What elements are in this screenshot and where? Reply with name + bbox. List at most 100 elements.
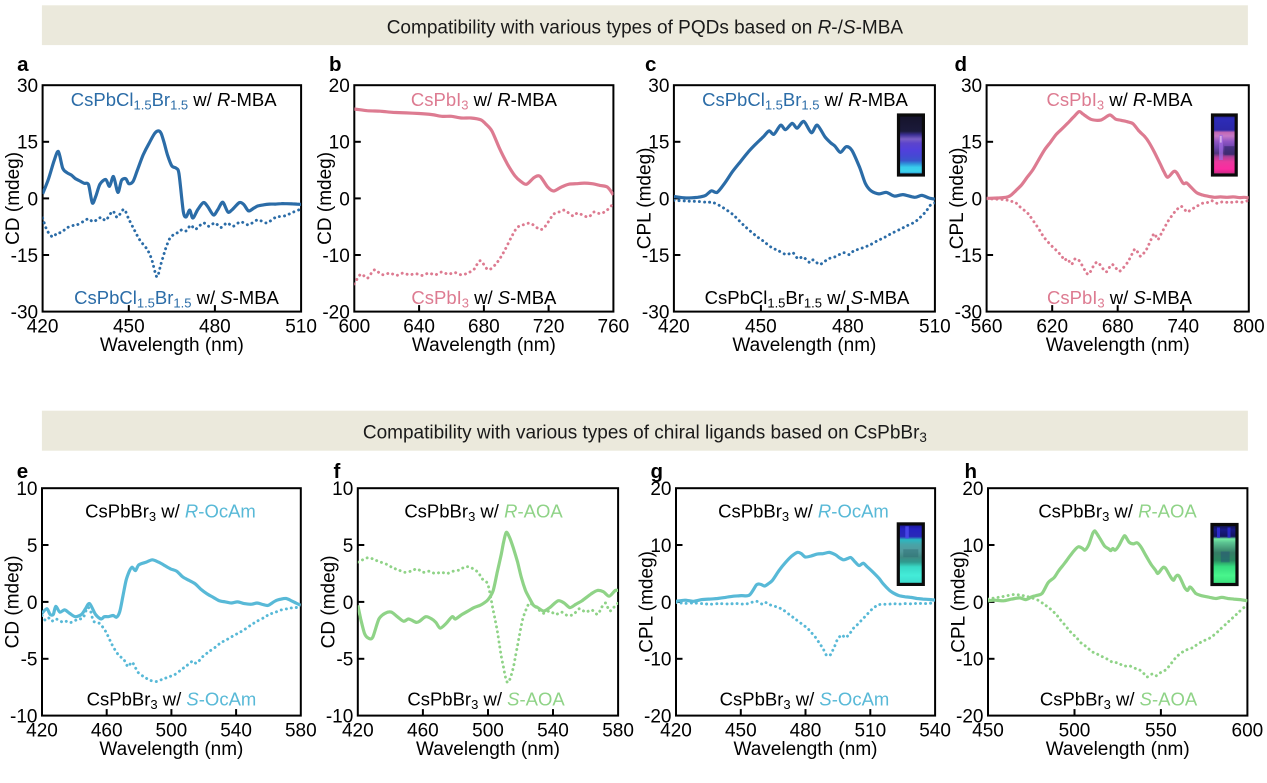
svg-text:20: 20 (962, 479, 983, 500)
svg-text:-30: -30 (642, 303, 669, 324)
svg-text:CsPbI3​ w/ S-MBA: CsPbI3​ w/ S-MBA (1047, 287, 1193, 311)
svg-text:-15: -15 (642, 246, 669, 267)
svg-text:480: 480 (199, 317, 231, 338)
svg-text:510: 510 (285, 317, 317, 338)
svg-text:720: 720 (533, 317, 565, 338)
svg-text:CsPbCl1.5​Br1.5​ w/ R-MBA: CsPbCl1.5​Br1.5​ w/ R-MBA (71, 89, 277, 113)
svg-text:20: 20 (650, 479, 671, 500)
svg-text:500: 500 (472, 721, 504, 742)
svg-text:-30: -30 (955, 303, 982, 324)
svg-text:d: d (955, 53, 968, 76)
svg-text:c: c (645, 53, 656, 76)
svg-text:CsPbCl1.5​Br1.5​ w/ R-MBA: CsPbCl1.5​Br1.5​ w/ R-MBA (702, 89, 908, 113)
svg-text:-15: -15 (11, 246, 38, 267)
svg-text:540: 540 (919, 721, 951, 742)
svg-text:Compatibility with various typ: Compatibility with various types of chir… (363, 422, 927, 445)
svg-text:Wavelength (nm): Wavelength (nm) (99, 739, 243, 760)
svg-text:5: 5 (343, 536, 354, 557)
svg-text:f: f (334, 460, 341, 483)
svg-text:450: 450 (745, 317, 777, 338)
svg-text:10: 10 (329, 133, 350, 154)
svg-text:420: 420 (26, 721, 58, 742)
svg-text:h: h (965, 460, 978, 483)
svg-text:CD (mdeg): CD (mdeg) (318, 555, 339, 648)
svg-text:CsPbBr3​ w/ S-AOA: CsPbBr3​ w/ S-AOA (407, 689, 565, 713)
svg-text:10: 10 (332, 479, 353, 500)
svg-text:0: 0 (28, 189, 39, 210)
svg-text:CsPbBr3​ w/ S-OcAm: CsPbBr3​ w/ S-OcAm (87, 689, 257, 713)
svg-text:760: 760 (598, 317, 630, 338)
svg-text:540: 540 (220, 721, 252, 742)
svg-text:640: 640 (403, 317, 435, 338)
svg-text:510: 510 (854, 721, 886, 742)
svg-text:620: 620 (1036, 317, 1068, 338)
svg-text:580: 580 (285, 721, 317, 742)
svg-text:20: 20 (329, 76, 350, 97)
svg-text:15: 15 (648, 133, 669, 154)
svg-text:-10: -10 (956, 650, 983, 671)
svg-text:CPL (mdeg): CPL (mdeg) (947, 148, 968, 250)
svg-text:-20: -20 (956, 707, 983, 728)
svg-text:CD (mdeg): CD (mdeg) (3, 555, 24, 648)
svg-text:460: 460 (407, 721, 439, 742)
svg-text:Wavelength (nm): Wavelength (nm) (1046, 335, 1190, 356)
svg-text:-30: -30 (11, 303, 38, 324)
svg-text:Wavelength (nm): Wavelength (nm) (412, 335, 556, 356)
svg-text:CsPbBr3​ w/ R-AOA: CsPbBr3​ w/ R-AOA (1038, 501, 1197, 525)
svg-text:30: 30 (17, 76, 38, 97)
svg-text:450: 450 (725, 721, 757, 742)
svg-text:800: 800 (1233, 317, 1265, 338)
svg-text:-10: -10 (10, 707, 37, 728)
svg-text:CsPbI3​ w/ S-MBA: CsPbI3​ w/ S-MBA (411, 287, 557, 311)
svg-text:450: 450 (972, 721, 1004, 742)
svg-text:Wavelength (nm): Wavelength (nm) (416, 739, 560, 760)
svg-text:480: 480 (832, 317, 864, 338)
svg-text:0: 0 (27, 593, 38, 614)
svg-text:CsPbCl1.5​Br1.5​ w/ S-MBA: CsPbCl1.5​Br1.5​ w/ S-MBA (705, 287, 910, 311)
svg-text:-5: -5 (21, 650, 38, 671)
svg-text:30: 30 (648, 76, 669, 97)
svg-text:460: 460 (91, 721, 123, 742)
svg-text:560: 560 (971, 317, 1003, 338)
svg-text:e: e (17, 460, 28, 483)
svg-text:-20: -20 (322, 303, 349, 324)
svg-text:10: 10 (650, 536, 671, 557)
svg-text:-5: -5 (336, 650, 353, 671)
svg-text:CsPbCl1.5​Br1.5​ w/ S-MBA: CsPbCl1.5​Br1.5​ w/ S-MBA (74, 287, 279, 311)
svg-text:500: 500 (156, 721, 188, 742)
svg-text:Wavelength (nm): Wavelength (nm) (732, 335, 876, 356)
svg-text:CPL (mdeg): CPL (mdeg) (949, 551, 970, 653)
svg-text:15: 15 (961, 133, 982, 154)
svg-text:-15: -15 (955, 246, 982, 267)
svg-text:680: 680 (468, 317, 500, 338)
svg-text:0: 0 (659, 189, 670, 210)
svg-text:15: 15 (17, 133, 38, 154)
svg-text:-20: -20 (644, 707, 671, 728)
svg-text:0: 0 (343, 593, 354, 614)
svg-text:CD (mdeg): CD (mdeg) (315, 152, 336, 245)
svg-text:CsPbBr3​ w/ S-AOA: CsPbBr3​ w/ S-AOA (1040, 689, 1198, 713)
svg-text:Wavelength (nm): Wavelength (nm) (1046, 739, 1190, 760)
svg-text:CsPbI3​ w/ R-MBA: CsPbI3​ w/ R-MBA (411, 89, 558, 113)
svg-text:580: 580 (602, 721, 634, 742)
svg-text:680: 680 (1102, 317, 1134, 338)
svg-text:CPL (mdeg): CPL (mdeg) (634, 148, 655, 250)
svg-text:450: 450 (113, 317, 145, 338)
svg-text:-10: -10 (322, 246, 349, 267)
svg-text:420: 420 (27, 317, 59, 338)
svg-text:CPL (mdeg): CPL (mdeg) (637, 551, 658, 653)
svg-text:g: g (651, 460, 664, 483)
svg-text:0: 0 (661, 593, 672, 614)
svg-text:500: 500 (1059, 721, 1091, 742)
svg-text:5: 5 (27, 536, 38, 557)
svg-text:550: 550 (1145, 721, 1177, 742)
svg-text:420: 420 (342, 721, 374, 742)
svg-text:0: 0 (972, 189, 983, 210)
svg-text:480: 480 (790, 721, 822, 742)
svg-text:0: 0 (973, 593, 984, 614)
svg-text:Wavelength (nm): Wavelength (nm) (100, 335, 244, 356)
svg-text:740: 740 (1167, 317, 1199, 338)
svg-text:420: 420 (658, 317, 690, 338)
svg-text:CsPbBr3​ w/ R-AOA: CsPbBr3​ w/ R-AOA (404, 501, 563, 525)
svg-text:CsPbBr3​ w/ R-OcAm: CsPbBr3​ w/ R-OcAm (85, 501, 256, 525)
